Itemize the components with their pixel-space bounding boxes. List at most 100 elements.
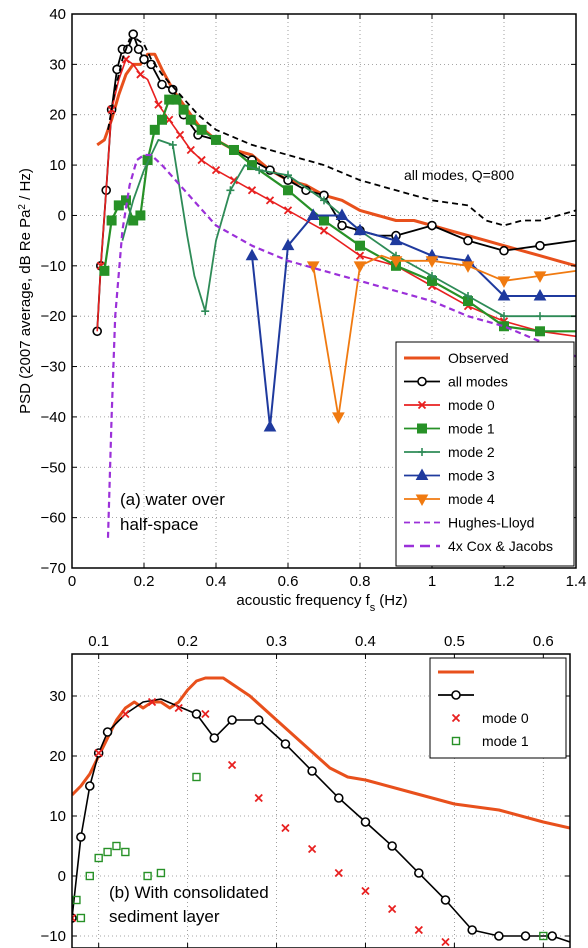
data-point-mode-0: [154, 100, 163, 109]
data-point-mode-0: [72, 913, 77, 923]
data-point-mode-0: [265, 196, 275, 205]
y-tick-label: 10: [49, 808, 66, 825]
data-point-all-modes: [535, 240, 545, 251]
x-tick-label: 0.6: [278, 573, 299, 590]
data-point-mode-1: [106, 215, 117, 226]
panel-a-ticks: 0 0.2 0.4 0.6 0.8 1 1.2 1.4 −70 −60 −50 −40 −30 −20 −1…: [41, 6, 587, 590]
data-point-series-1: [209, 733, 220, 743]
data-point-mode-4: [497, 276, 511, 288]
data-point-mode-0: [147, 697, 157, 707]
data-point-all-modes: [139, 54, 149, 65]
data-point-mode-2: [500, 312, 508, 321]
data-point-series-1: [227, 715, 237, 725]
data-point-series-1: [102, 727, 113, 737]
data-point-mode-0: [174, 703, 183, 713]
y-tick-label: 30: [49, 688, 66, 705]
panel-b-legend: mode 0 mode 1: [429, 657, 567, 759]
data-point-mode-0: [283, 206, 293, 215]
x-tick-label: 0.8: [350, 573, 371, 590]
y-tick-label: 30: [49, 56, 66, 73]
legend-label: 4x Cox & Jacobs: [448, 538, 553, 554]
x-tick-label: 1: [428, 573, 436, 590]
series-mode-0: [72, 697, 450, 947]
data-point-series-1: [76, 832, 86, 842]
data-point-series-1: [360, 817, 371, 827]
data-point-mode-1: [121, 847, 130, 857]
panel-b-series: [72, 676, 570, 947]
data-point-mode-1: [355, 240, 365, 251]
legend-entry: mode 3: [404, 468, 495, 484]
data-point-mode-0: [334, 868, 343, 878]
data-point-mode-4: [332, 412, 345, 424]
x-tick-label: 1.2: [494, 573, 515, 590]
data-point-mode-4: [461, 261, 475, 273]
legend-marker: [418, 448, 426, 456]
data-point-mode-0: [414, 925, 423, 935]
data-point-mode-3: [335, 208, 349, 220]
legend-marker: [451, 713, 461, 723]
data-point-mode-0: [94, 748, 103, 758]
data-point-mode-1: [192, 772, 201, 782]
data-point-mode-4: [425, 256, 439, 268]
x-tick-label: 0.6: [533, 633, 554, 650]
x-tick-label: 0.1: [88, 633, 109, 650]
data-point-mode-1: [113, 200, 124, 211]
panel-a-xlabel: acoustic frequency fs (Hz): [236, 592, 407, 614]
data-point-mode-0: [136, 70, 145, 79]
data-point-mode-4: [533, 271, 547, 283]
data-point-mode-1: [99, 265, 110, 276]
y-tick-label: −40: [41, 409, 66, 426]
data-point-mode-1: [72, 895, 81, 905]
data-point-mode-1: [149, 124, 160, 135]
data-point-series-1: [520, 931, 531, 941]
data-point-series-1: [547, 931, 558, 941]
data-point-all-modes: [499, 245, 509, 256]
data-point-mode-0: [281, 823, 290, 833]
legend-label: mode 2: [448, 444, 495, 460]
data-point-series-1: [467, 925, 477, 935]
y-tick-label: −20: [41, 308, 66, 325]
data-point-mode-2: [428, 271, 436, 280]
series-line-mode-2: [121, 138, 576, 318]
series-line-mode-4: [312, 254, 576, 418]
x-tick-label: 0.3: [266, 633, 287, 650]
data-point-mode-1: [535, 326, 545, 337]
legend-marker: [451, 690, 461, 700]
data-point-mode-0: [254, 793, 263, 803]
data-point-series-1: [440, 895, 451, 905]
series-mode-1: [72, 772, 548, 941]
data-point-series-1: [84, 781, 95, 791]
legend-label: Observed: [448, 350, 509, 366]
y-tick-label: −50: [41, 459, 66, 476]
data-point-mode-1: [211, 134, 221, 145]
data-point-all-modes: [128, 29, 138, 39]
series-mode-1: [99, 94, 576, 337]
data-point-mode-0: [361, 886, 370, 896]
data-point-mode-1: [229, 144, 239, 155]
legend-entry: Hughes-Lloyd: [404, 515, 534, 531]
panel-b-ticks: 0.1 0.2 0.3 0.4 0.5 0.6 −10 0 10 20 30: [41, 633, 570, 948]
data-point-mode-3: [281, 238, 295, 251]
data-point-mode-1: [135, 210, 146, 221]
panel-a-frame: [71, 13, 577, 569]
data-point-mode-0: [229, 176, 239, 185]
y-tick-label: −30: [41, 359, 66, 376]
legend-entry: mode 1: [404, 421, 495, 437]
legend-entry: mode 4: [404, 491, 495, 507]
xlabel-main: acoustic frequency f: [236, 592, 370, 609]
legend-entry: mode 1: [451, 733, 529, 749]
series-series-0: [72, 676, 570, 830]
panel-b-title-line2: sediment layer: [109, 907, 220, 926]
legend-marker: [415, 494, 429, 507]
legend-label: mode 0: [482, 710, 529, 726]
data-point-mode-0: [355, 251, 365, 260]
data-point-series-1: [191, 709, 202, 719]
series-line-mode-3: [251, 214, 576, 428]
data-point-mode-0: [121, 709, 130, 719]
data-point-all-modes: [157, 79, 167, 90]
data-point-mode-0: [319, 226, 329, 235]
data-point-series-1: [387, 841, 397, 851]
data-point-mode-1: [157, 114, 167, 125]
data-point-mode-1: [103, 847, 112, 857]
panel-b-frame: [71, 653, 571, 948]
